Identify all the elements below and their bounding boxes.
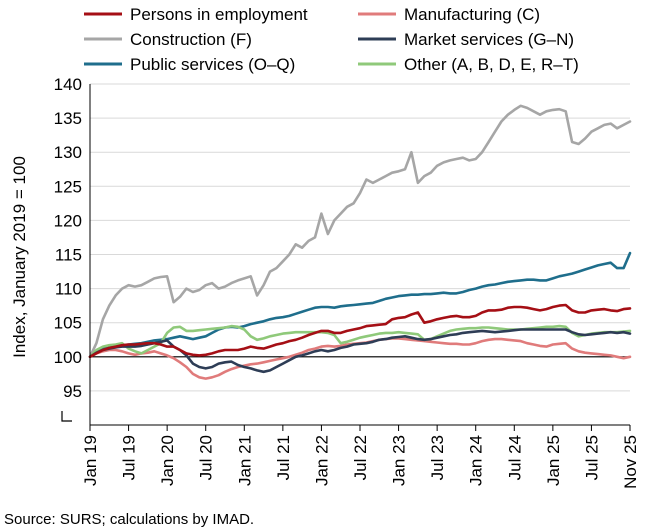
y-tick-label: 110	[55, 280, 82, 299]
legend-label-1: Manufacturing (C)	[404, 5, 540, 24]
series-line-4	[88, 251, 632, 359]
y-axis: 95 100 105 110 115 120 125 130 135 140	[54, 75, 91, 425]
x-tick-label: Jan 24	[467, 435, 486, 486]
y-tick-label: 115	[55, 246, 82, 265]
legend-label-5: Other (A, B, D, E, R–T)	[404, 55, 579, 74]
x-tick-label: Jul 20	[197, 435, 216, 480]
series-line-0	[88, 303, 632, 359]
x-tick-label: Jan 19	[81, 435, 100, 486]
x-tick-label: Jan 21	[235, 435, 254, 486]
x-tick-label: Jul 22	[351, 435, 370, 480]
legend: Persons in employment Manufacturing (C) Co…	[84, 5, 579, 74]
y-tick-label: 100	[54, 348, 82, 367]
legend-label-0: Persons in employment	[130, 5, 308, 24]
x-tick-label: Jul 24	[505, 435, 524, 480]
legend-label-3: Market services (G–N)	[404, 30, 574, 49]
y-tick-label: 125	[54, 177, 82, 196]
y-tick-label: 120	[54, 211, 82, 230]
legend-label-4: Public services (O–Q)	[130, 55, 295, 74]
x-tick-label: Jan 23	[390, 435, 409, 486]
axis-break-mark	[61, 411, 72, 422]
x-tick-label: Jul 19	[120, 435, 139, 480]
x-tick-label: Jan 20	[158, 435, 177, 486]
y-tick-label: 140	[54, 75, 82, 94]
grid	[90, 83, 630, 392]
plot-area	[88, 104, 632, 380]
x-tick-label: Jul 21	[274, 435, 293, 480]
y-tick-label: 95	[63, 382, 82, 401]
series-line-5	[88, 324, 632, 359]
source-note: Source: SURS; calculations by IMAD.	[4, 511, 254, 528]
x-tick-label: Jan 22	[312, 435, 331, 486]
y-tick-label: 105	[54, 314, 82, 333]
y-tick-label: 135	[54, 109, 82, 128]
x-axis: Jan 19 Jul 19 Jan 20 Jul 20 Jan 21 Jul 21 Jan …	[81, 424, 640, 489]
y-axis-title: Index, January 2019 = 100	[10, 156, 29, 358]
y-tick-label: 130	[54, 143, 82, 162]
series-line-3	[88, 328, 632, 374]
x-tick-label: Jul 25	[582, 435, 601, 480]
series-line-2	[88, 104, 632, 359]
x-tick-label: Jan 25	[544, 435, 563, 486]
legend-label-2: Construction (F)	[130, 30, 252, 49]
x-tick-label: Jul 23	[428, 435, 447, 480]
x-tick-label: Nov 25	[621, 435, 640, 489]
